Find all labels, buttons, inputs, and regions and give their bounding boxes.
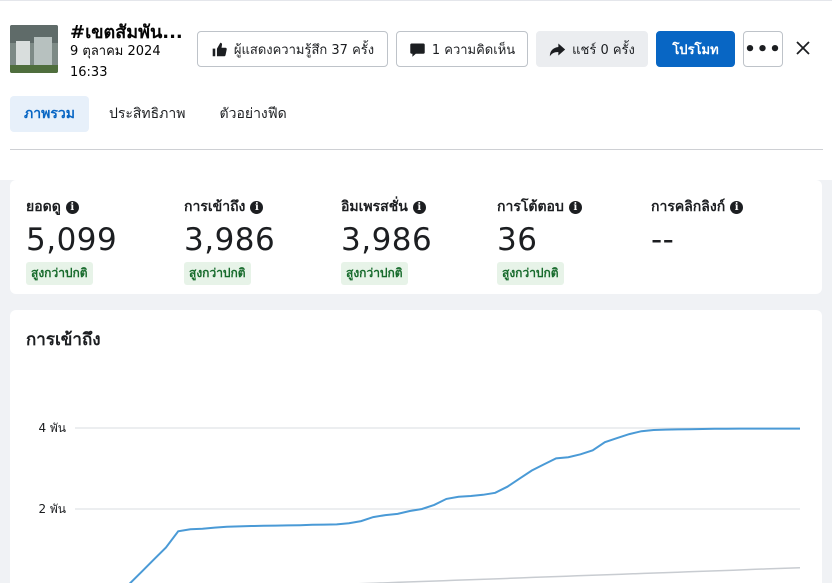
metric-views: ยอดดู i 5,099 สูงกว่าปกติ	[26, 196, 117, 285]
y-tick-label: 2 พัน	[38, 502, 66, 516]
y-tick-label: 4 พัน	[38, 421, 66, 435]
share-arrow-icon	[549, 41, 566, 58]
post-header: #เขตสัมพัน... 9 ตุลาคม 2024 16:33 ผู้แสด…	[0, 0, 832, 180]
tabs-divider	[10, 149, 823, 150]
metric-label: ยอดดู	[26, 196, 61, 218]
reactions-label: ผู้แสดงความรู้สึก 37 ครั้ง	[234, 39, 374, 60]
metric-value: 36	[497, 222, 582, 258]
info-icon[interactable]: i	[250, 201, 263, 214]
info-icon[interactable]: i	[66, 201, 79, 214]
post-thumbnail[interactable]	[10, 25, 58, 73]
metric-value: --	[651, 222, 743, 258]
comments-button[interactable]: 1 ความคิดเห็น	[396, 31, 528, 67]
share-button[interactable]: แชร์ 0 ครั้ง	[536, 31, 648, 67]
promote-button[interactable]: โปรโมท	[656, 31, 735, 67]
reach-series-line[interactable]	[105, 429, 800, 583]
metric-badge: สูงกว่าปกติ	[26, 262, 93, 285]
post-date: 9 ตุลาคม 2024 16:33	[70, 41, 180, 83]
close-icon[interactable]	[792, 37, 814, 59]
info-icon[interactable]: i	[730, 201, 743, 214]
comment-icon	[409, 41, 426, 58]
metric-label: การคลิกลิงก์	[651, 196, 725, 218]
tab-bar: ภาพรวม ประสิทธิภาพ ตัวอย่างฟีด	[10, 96, 307, 132]
metric-reach: การเข้าถึง i 3,986 สูงกว่าปกติ	[184, 196, 275, 285]
more-options-button[interactable]: •••	[743, 31, 783, 67]
share-label: แชร์ 0 ครั้ง	[572, 39, 635, 60]
thumbs-up-icon	[211, 41, 228, 58]
metric-engagement: การโต้ตอบ i 36 สูงกว่าปกติ	[497, 196, 582, 285]
metric-badge: สูงกว่าปกติ	[497, 262, 564, 285]
metric-value: 3,986	[341, 222, 432, 258]
tab-feed-preview[interactable]: ตัวอย่างฟีด	[206, 96, 301, 132]
reach-chart-card: การเข้าถึง 4 พัน 2 พัน	[10, 310, 822, 583]
tab-performance[interactable]: ประสิทธิภาพ	[95, 96, 200, 132]
metrics-card: ยอดดู i 5,099 สูงกว่าปกติ การเข้าถึง i 3,9…	[10, 180, 822, 294]
metric-link-clicks: การคลิกลิงก์ i --	[651, 196, 743, 258]
tab-overview[interactable]: ภาพรวม	[10, 96, 89, 132]
metric-badge: สูงกว่าปกติ	[341, 262, 408, 285]
info-icon[interactable]: i	[413, 201, 426, 214]
metric-badge: สูงกว่าปกติ	[184, 262, 251, 285]
metric-impressions: อิมเพรสชั่น i 3,986 สูงกว่าปกติ	[341, 196, 432, 285]
reach-line-chart: 4 พัน 2 พัน	[10, 310, 822, 583]
metric-value: 3,986	[184, 222, 275, 258]
metric-label: อิมเพรสชั่น	[341, 196, 408, 218]
metric-label: การโต้ตอบ	[497, 196, 564, 218]
reactions-button[interactable]: ผู้แสดงความรู้สึก 37 ครั้ง	[197, 31, 388, 67]
info-icon[interactable]: i	[569, 201, 582, 214]
metric-label: การเข้าถึง	[184, 196, 245, 218]
comments-label: 1 ความคิดเห็น	[432, 39, 515, 60]
comparison-series-line[interactable]	[165, 568, 800, 583]
metric-value: 5,099	[26, 222, 117, 258]
